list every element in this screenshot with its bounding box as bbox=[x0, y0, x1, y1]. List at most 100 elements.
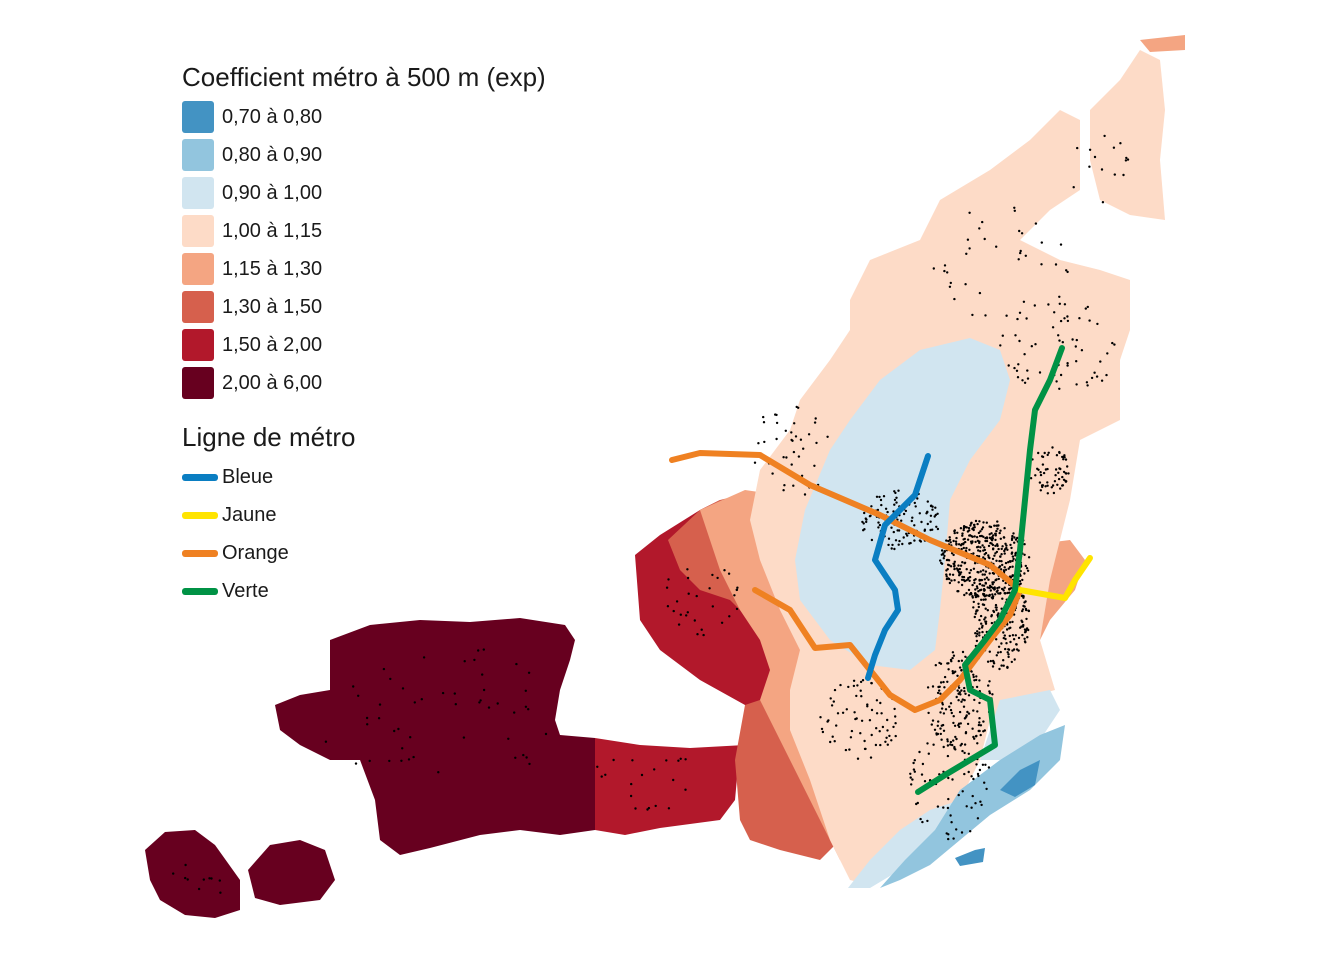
observation-point bbox=[939, 711, 942, 714]
observation-point bbox=[784, 429, 787, 432]
observation-point bbox=[966, 538, 970, 541]
observation-point bbox=[987, 556, 990, 559]
observation-point bbox=[1012, 532, 1015, 535]
observation-point bbox=[978, 721, 981, 724]
observation-point bbox=[974, 612, 977, 615]
observation-point bbox=[863, 511, 866, 515]
observation-point bbox=[994, 579, 997, 582]
observation-point bbox=[973, 615, 976, 619]
legend-label: 0,90 à 1,00 bbox=[222, 181, 323, 204]
observation-point bbox=[960, 659, 964, 662]
observation-point bbox=[983, 729, 986, 732]
observation-point bbox=[973, 698, 976, 702]
observation-point bbox=[1002, 536, 1006, 539]
observation-point bbox=[925, 512, 928, 515]
observation-point bbox=[982, 592, 985, 596]
observation-point bbox=[975, 675, 978, 678]
observation-point bbox=[964, 732, 968, 735]
observation-point bbox=[981, 220, 984, 224]
observation-point bbox=[1004, 568, 1008, 571]
observation-point bbox=[797, 406, 800, 409]
observation-point bbox=[409, 736, 412, 739]
observation-point bbox=[966, 710, 969, 714]
observation-point bbox=[1044, 485, 1047, 488]
observation-point bbox=[829, 697, 832, 700]
observation-point bbox=[1024, 641, 1027, 644]
observation-point bbox=[998, 586, 1001, 589]
observation-point bbox=[1058, 451, 1061, 455]
observation-point bbox=[995, 638, 998, 641]
observation-point bbox=[948, 573, 952, 576]
observation-point bbox=[218, 879, 221, 882]
observation-point bbox=[1021, 609, 1024, 613]
observation-point bbox=[354, 762, 358, 765]
observation-point bbox=[1003, 566, 1006, 569]
legend-label: 1,50 à 2,00 bbox=[222, 333, 323, 356]
observation-point bbox=[1057, 334, 1060, 337]
line-legend-item: Bleue bbox=[182, 458, 355, 496]
observation-point bbox=[612, 758, 615, 762]
observation-point bbox=[1088, 319, 1091, 322]
observation-point bbox=[487, 706, 491, 709]
observation-point bbox=[829, 740, 832, 744]
observation-point bbox=[407, 758, 411, 761]
observation-point bbox=[454, 703, 457, 706]
observation-point bbox=[969, 830, 972, 833]
observation-point bbox=[977, 723, 981, 727]
observation-point bbox=[1061, 484, 1065, 487]
observation-point bbox=[785, 456, 788, 459]
legend-item: 0,70 à 0,80 bbox=[182, 98, 546, 136]
observation-point bbox=[647, 806, 651, 810]
line-swatch bbox=[182, 511, 218, 519]
observation-point bbox=[413, 701, 416, 704]
observation-point bbox=[1063, 454, 1066, 457]
observation-point bbox=[845, 708, 848, 711]
observation-point bbox=[1011, 559, 1014, 563]
observation-point bbox=[993, 587, 996, 591]
observation-point bbox=[978, 534, 982, 538]
observation-point bbox=[600, 775, 603, 778]
observation-point bbox=[1020, 232, 1024, 235]
observation-point bbox=[473, 658, 476, 662]
observation-point bbox=[983, 548, 987, 552]
observation-point bbox=[990, 615, 993, 618]
observation-point bbox=[686, 611, 689, 614]
observation-point bbox=[1024, 600, 1027, 603]
observation-point bbox=[1078, 317, 1081, 320]
observation-point bbox=[929, 504, 933, 508]
observation-point bbox=[860, 695, 863, 698]
observation-point bbox=[929, 520, 932, 523]
observation-point bbox=[677, 623, 681, 626]
observation-point bbox=[989, 589, 992, 592]
observation-point bbox=[757, 442, 760, 445]
observation-point bbox=[956, 674, 959, 677]
observation-point bbox=[957, 699, 960, 702]
observation-point bbox=[995, 559, 998, 562]
observation-point bbox=[686, 576, 690, 580]
observation-point bbox=[1011, 555, 1015, 558]
observation-point bbox=[1024, 254, 1028, 257]
observation-point bbox=[978, 768, 982, 772]
observation-point bbox=[983, 237, 986, 241]
observation-point bbox=[958, 666, 962, 669]
observation-point bbox=[886, 743, 889, 746]
observation-point bbox=[855, 717, 858, 720]
observation-point bbox=[870, 733, 873, 737]
observation-point bbox=[974, 592, 977, 595]
observation-point bbox=[952, 739, 955, 742]
observation-point bbox=[1003, 634, 1006, 637]
observation-point bbox=[960, 700, 963, 703]
observation-point bbox=[1027, 628, 1030, 632]
observation-point bbox=[1046, 481, 1049, 484]
observation-point bbox=[946, 680, 949, 683]
observation-point bbox=[856, 684, 859, 687]
observation-point bbox=[940, 707, 944, 710]
observation-point bbox=[1038, 481, 1042, 484]
observation-point bbox=[961, 650, 965, 654]
observation-point bbox=[912, 761, 915, 765]
observation-point bbox=[975, 763, 978, 766]
observation-point bbox=[975, 546, 979, 549]
observation-point bbox=[974, 595, 978, 599]
observation-point bbox=[1010, 546, 1013, 550]
metro-line-orange bbox=[669, 450, 1023, 713]
